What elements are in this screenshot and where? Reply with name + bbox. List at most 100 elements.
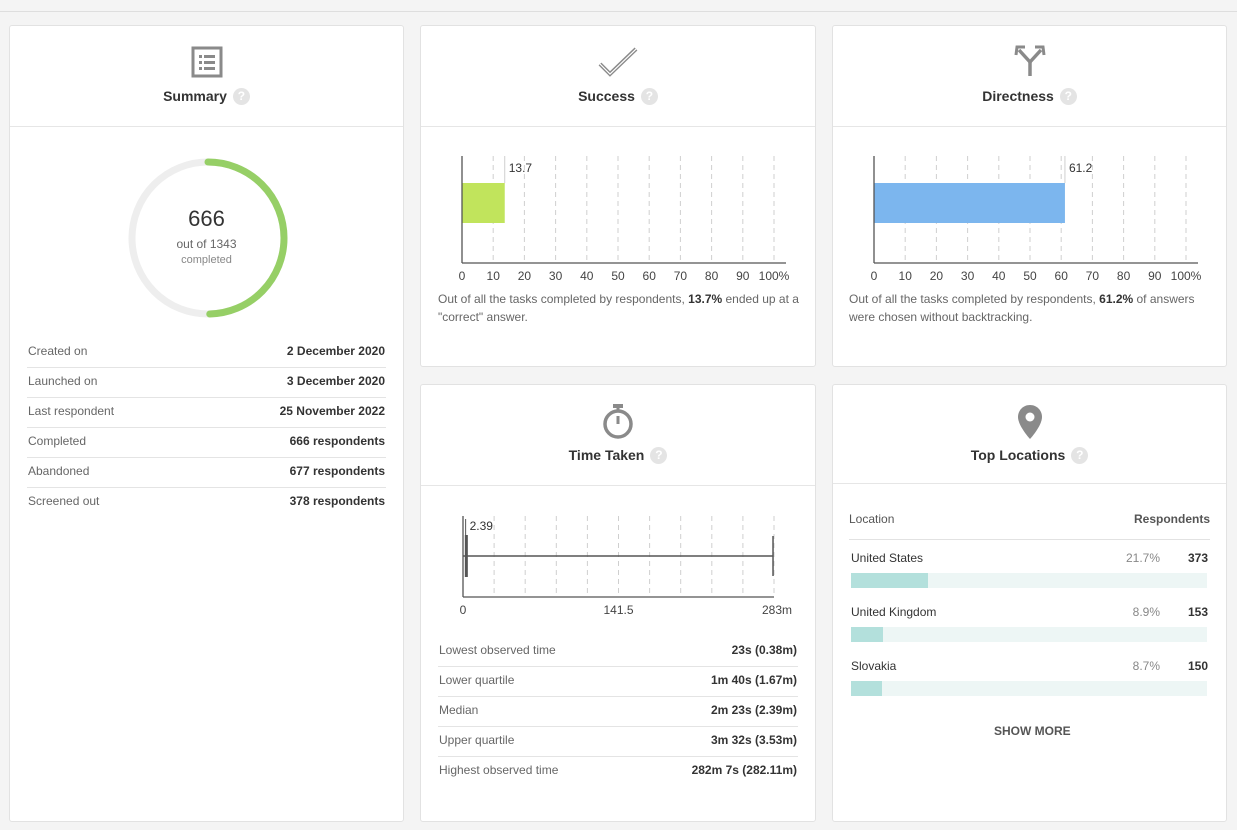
time-taken-title-wrap: Time Taken? <box>421 447 815 464</box>
summary-help-icon[interactable]: ? <box>232 88 250 105</box>
summary-row-label: Screened out <box>28 494 100 508</box>
top-locations-card: Top Locations? Location Respondents Unit… <box>832 384 1227 822</box>
location-count: 373 <box>1187 551 1208 565</box>
time-stat-row: Highest observed time 282m 7s (282.11m) <box>438 757 798 787</box>
success-tick-label: 30 <box>549 269 563 283</box>
donut-progress-arc <box>128 158 288 318</box>
location-percent: 21.7% <box>1125 551 1160 565</box>
time-stat-value: 2m 23s (2.39m) <box>710 703 797 717</box>
summary-row: Abandoned 677 respondents <box>27 458 386 488</box>
out-of-total: out of 1343 <box>176 237 237 251</box>
top-locations-header: Top Locations? <box>833 385 1226 484</box>
time-tick-label: 283m <box>762 603 792 617</box>
location-name: United States <box>851 551 924 565</box>
directness-tick-label: 90 <box>1148 269 1162 283</box>
success-tick-label: 10 <box>487 269 501 283</box>
summary-row-label: Abandoned <box>28 464 90 478</box>
show-more-button[interactable]: SHOW MORE <box>994 724 1071 738</box>
summary-row: Last respondent 25 November 2022 <box>27 398 386 428</box>
summary-row: Launched on 3 December 2020 <box>27 368 386 398</box>
location-name: United Kingdom <box>851 605 937 619</box>
success-tick-label: 60 <box>643 269 657 283</box>
summary-row-value: 2 December 2020 <box>286 344 385 358</box>
summary-row: Screened out 378 respondents <box>27 488 386 518</box>
success-header: Success? <box>421 26 815 127</box>
summary-card: Summary? 666 out of 1343 completed Creat… <box>9 25 404 822</box>
stopwatch-icon <box>601 403 635 444</box>
fork-arrows-icon <box>1014 44 1046 83</box>
directness-bar <box>874 183 1065 223</box>
directness-tick-label: 40 <box>992 269 1006 283</box>
success-desc-value: 13.7% <box>688 292 723 306</box>
map-pin-icon <box>1017 404 1043 445</box>
summary-row-label: Completed <box>28 434 87 448</box>
time-stat-label: Median <box>439 703 479 717</box>
summary-row: Completed 666 respondents <box>27 428 386 458</box>
location-column-header: Location <box>849 512 895 526</box>
success-title: Success <box>578 88 635 104</box>
time-stat-label: Highest observed time <box>439 763 559 777</box>
time-stat-label: Upper quartile <box>439 733 515 747</box>
time-stat-label: Lower quartile <box>439 673 515 687</box>
time-stat-label: Lowest observed time <box>439 643 556 657</box>
time-iqr-box <box>464 535 468 577</box>
location-bar-track <box>851 681 1207 696</box>
directness-desc-post: of answers were chosen without backtrack… <box>849 292 1195 324</box>
directness-value-label: 61.2 <box>1069 161 1093 175</box>
directness-tick-label: 80 <box>1117 269 1131 283</box>
success-description: Out of all the tasks completed by respon… <box>438 290 800 326</box>
summary-row-label: Created on <box>28 344 88 358</box>
locations-header-divider <box>849 539 1210 540</box>
directness-tick-label: 20 <box>930 269 944 283</box>
completed-count: 666 <box>188 206 225 231</box>
completion-donut <box>128 158 288 318</box>
directness-help-icon[interactable]: ? <box>1059 88 1077 105</box>
summary-row: Created on 2 December 2020 <box>27 338 386 368</box>
time-stat-value: 282m 7s (282.11m) <box>691 763 797 777</box>
directness-title: Directness <box>982 88 1054 104</box>
time-taken-card: Time Taken? 2.39 0 141.5 283m Lowest observ… <box>420 384 816 822</box>
directness-desc-pre: Out of all the tasks completed by respon… <box>849 292 1100 306</box>
success-bar <box>462 183 505 223</box>
success-tick-label: 40 <box>580 269 594 283</box>
top-locations-title-wrap: Top Locations? <box>833 447 1226 464</box>
success-bar-chart: 0 10 20 30 40 50 60 70 80 90 100% 13.7 <box>459 156 790 283</box>
time-stat-row: Lowest observed time 23s (0.38m) <box>438 637 798 667</box>
summary-row-value: 666 respondents <box>289 434 385 448</box>
success-tick-label: 20 <box>518 269 532 283</box>
success-tick-label: 50 <box>611 269 625 283</box>
directness-description: Out of all the tasks completed by respon… <box>849 290 1209 326</box>
top-locations-help-icon[interactable]: ? <box>1071 447 1089 464</box>
location-bar-track <box>851 573 1207 588</box>
location-bar-track <box>851 627 1207 642</box>
location-count: 153 <box>1187 605 1208 619</box>
directness-card: Directness? 0 10 20 30 40 50 60 70 80 90 100% 61.2 … <box>832 25 1227 367</box>
summary-title: Summary <box>163 88 227 104</box>
location-percent: 8.9% <box>1132 605 1160 619</box>
directness-tick-label: 60 <box>1055 269 1069 283</box>
success-help-icon[interactable]: ? <box>640 88 658 105</box>
directness-tick-label: 70 <box>1086 269 1100 283</box>
success-desc-pre: Out of all the tasks completed by respon… <box>438 292 689 306</box>
time-stat-row: Lower quartile 1m 40s (1.67m) <box>438 667 798 697</box>
location-percent: 8.7% <box>1132 659 1160 673</box>
directness-bar-chart: 0 10 20 30 40 50 60 70 80 90 100% 61.2 <box>871 156 1202 283</box>
time-boxplot-chart: 2.39 0 141.5 283m <box>460 516 792 617</box>
top-locations-title: Top Locations <box>970 447 1066 463</box>
time-tick-label: 141.5 <box>603 603 633 617</box>
respondents-column-header: Respondents <box>1133 512 1210 526</box>
time-stat-value: 1m 40s (1.67m) <box>710 673 797 687</box>
location-bar-fill <box>851 681 882 696</box>
directness-desc-value: 61.2% <box>1099 292 1134 306</box>
time-taken-help-icon[interactable]: ? <box>650 447 668 464</box>
directness-tick-label: 100% <box>1171 269 1202 283</box>
location-name: Slovakia <box>851 659 897 673</box>
summary-row-label: Launched on <box>28 374 98 388</box>
success-value-label: 13.7 <box>509 161 533 175</box>
success-card: Success? 0 10 20 30 40 50 60 70 80 90 100% 13.7 Out… <box>420 25 816 367</box>
top-divider <box>0 11 1237 12</box>
success-desc-post: ended up at a "correct" answer. <box>438 292 799 324</box>
success-tick-label: 70 <box>674 269 688 283</box>
directness-tick-label: 10 <box>899 269 913 283</box>
checkmark-icon <box>597 46 639 85</box>
